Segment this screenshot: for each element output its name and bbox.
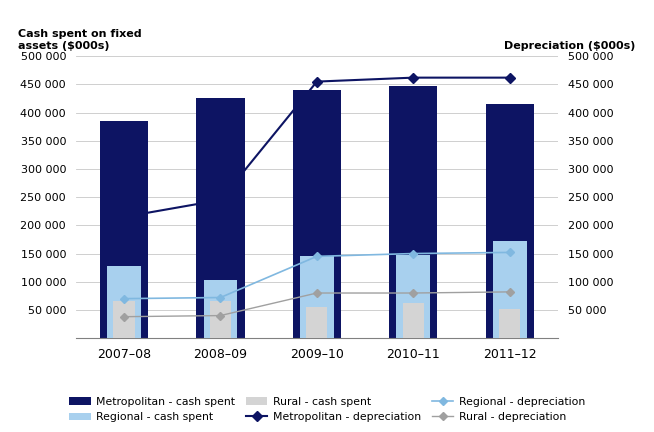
Bar <box>293 90 341 338</box>
Text: Depreciation ($000s): Depreciation ($000s) <box>504 41 635 51</box>
Bar <box>306 307 328 338</box>
Metropolitan - depreciation <box>409 75 417 80</box>
Regional - depreciation <box>409 251 417 256</box>
Regional - depreciation <box>506 250 513 255</box>
Bar <box>493 241 526 338</box>
Bar <box>403 302 424 338</box>
Line: Rural - depreciation: Rural - depreciation <box>121 289 513 320</box>
Regional - depreciation <box>216 295 224 300</box>
Line: Regional - depreciation: Regional - depreciation <box>121 250 513 302</box>
Text: Cash spent on fixed
assets ($000s): Cash spent on fixed assets ($000s) <box>18 29 142 51</box>
Line: Metropolitan - depreciation: Metropolitan - depreciation <box>120 74 513 220</box>
Rural - depreciation <box>216 313 224 318</box>
Bar <box>100 121 148 338</box>
Bar <box>203 280 237 338</box>
Rural - depreciation <box>409 290 417 295</box>
Bar <box>499 309 521 338</box>
Bar <box>113 302 135 338</box>
Regional - depreciation <box>120 296 128 301</box>
Rural - depreciation <box>506 289 513 295</box>
Bar <box>107 266 141 338</box>
Bar <box>389 86 438 338</box>
Metropolitan - depreciation <box>506 75 513 80</box>
Metropolitan - depreciation <box>120 214 128 219</box>
Bar <box>396 255 430 338</box>
Bar <box>485 104 534 338</box>
Rural - depreciation <box>120 314 128 319</box>
Legend: Metropolitan - cash spent, Regional - cash spent, Rural - cash spent, Metropolit: Metropolitan - cash spent, Regional - ca… <box>65 393 589 426</box>
Metropolitan - depreciation <box>216 197 224 203</box>
Bar <box>196 98 245 338</box>
Rural - depreciation <box>313 290 321 295</box>
Regional - depreciation <box>313 254 321 259</box>
Bar <box>300 256 334 338</box>
Bar <box>210 301 231 338</box>
Metropolitan - depreciation <box>313 79 321 84</box>
